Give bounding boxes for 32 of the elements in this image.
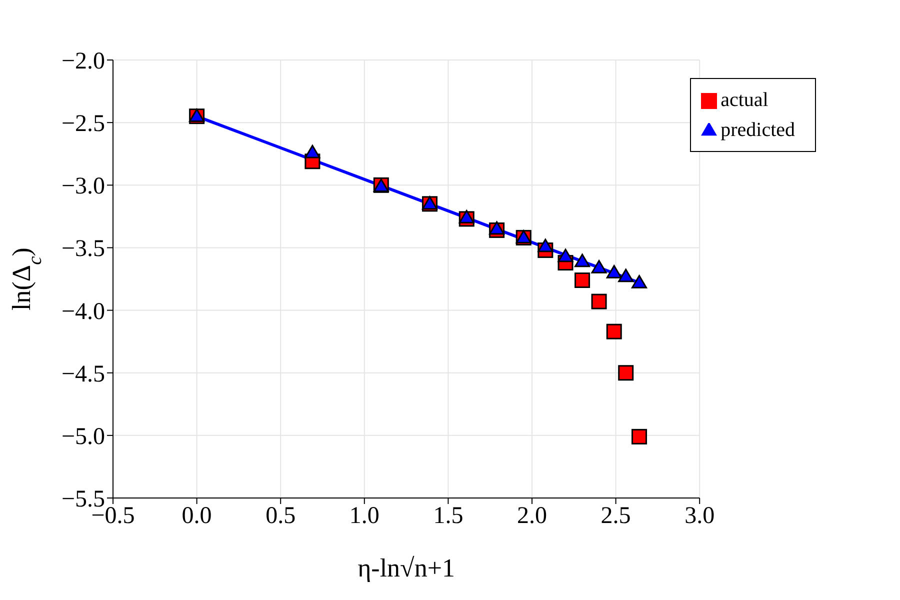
y-tick-label: −2.5 xyxy=(61,111,105,138)
point xyxy=(606,264,622,278)
legend-label: actual xyxy=(720,89,768,111)
x-axis-title: η-ln√n+1 xyxy=(358,553,456,582)
point xyxy=(606,324,622,340)
point xyxy=(458,210,474,224)
x-tick-label: 3.0 xyxy=(684,503,715,530)
point xyxy=(574,254,590,268)
y-tick-label: −4.5 xyxy=(61,361,105,388)
y-tick-label: −3.0 xyxy=(61,174,105,200)
point xyxy=(304,144,320,158)
x-tick-label: 1.5 xyxy=(433,503,464,530)
point xyxy=(618,365,634,381)
point xyxy=(618,268,634,282)
point xyxy=(591,260,607,274)
point xyxy=(632,275,648,288)
point xyxy=(574,272,590,288)
point xyxy=(489,221,505,235)
x-tick-label: 0.0 xyxy=(182,503,212,530)
legend-label: predicted xyxy=(720,119,795,141)
y-tick-label: −2.0 xyxy=(61,48,105,75)
x-tick-label: 0.5 xyxy=(266,503,296,530)
point xyxy=(591,294,607,310)
y-tick-label: −3.5 xyxy=(61,236,105,262)
x-tick-label: 2.5 xyxy=(600,503,631,530)
y-tick-label: −5.0 xyxy=(61,424,105,450)
y-tick-label: −4.0 xyxy=(61,298,105,325)
x-tick-label: 1.0 xyxy=(349,503,380,530)
point xyxy=(558,248,574,262)
x-tick-label: 2.0 xyxy=(516,503,547,530)
point xyxy=(632,428,648,444)
point xyxy=(538,238,554,252)
